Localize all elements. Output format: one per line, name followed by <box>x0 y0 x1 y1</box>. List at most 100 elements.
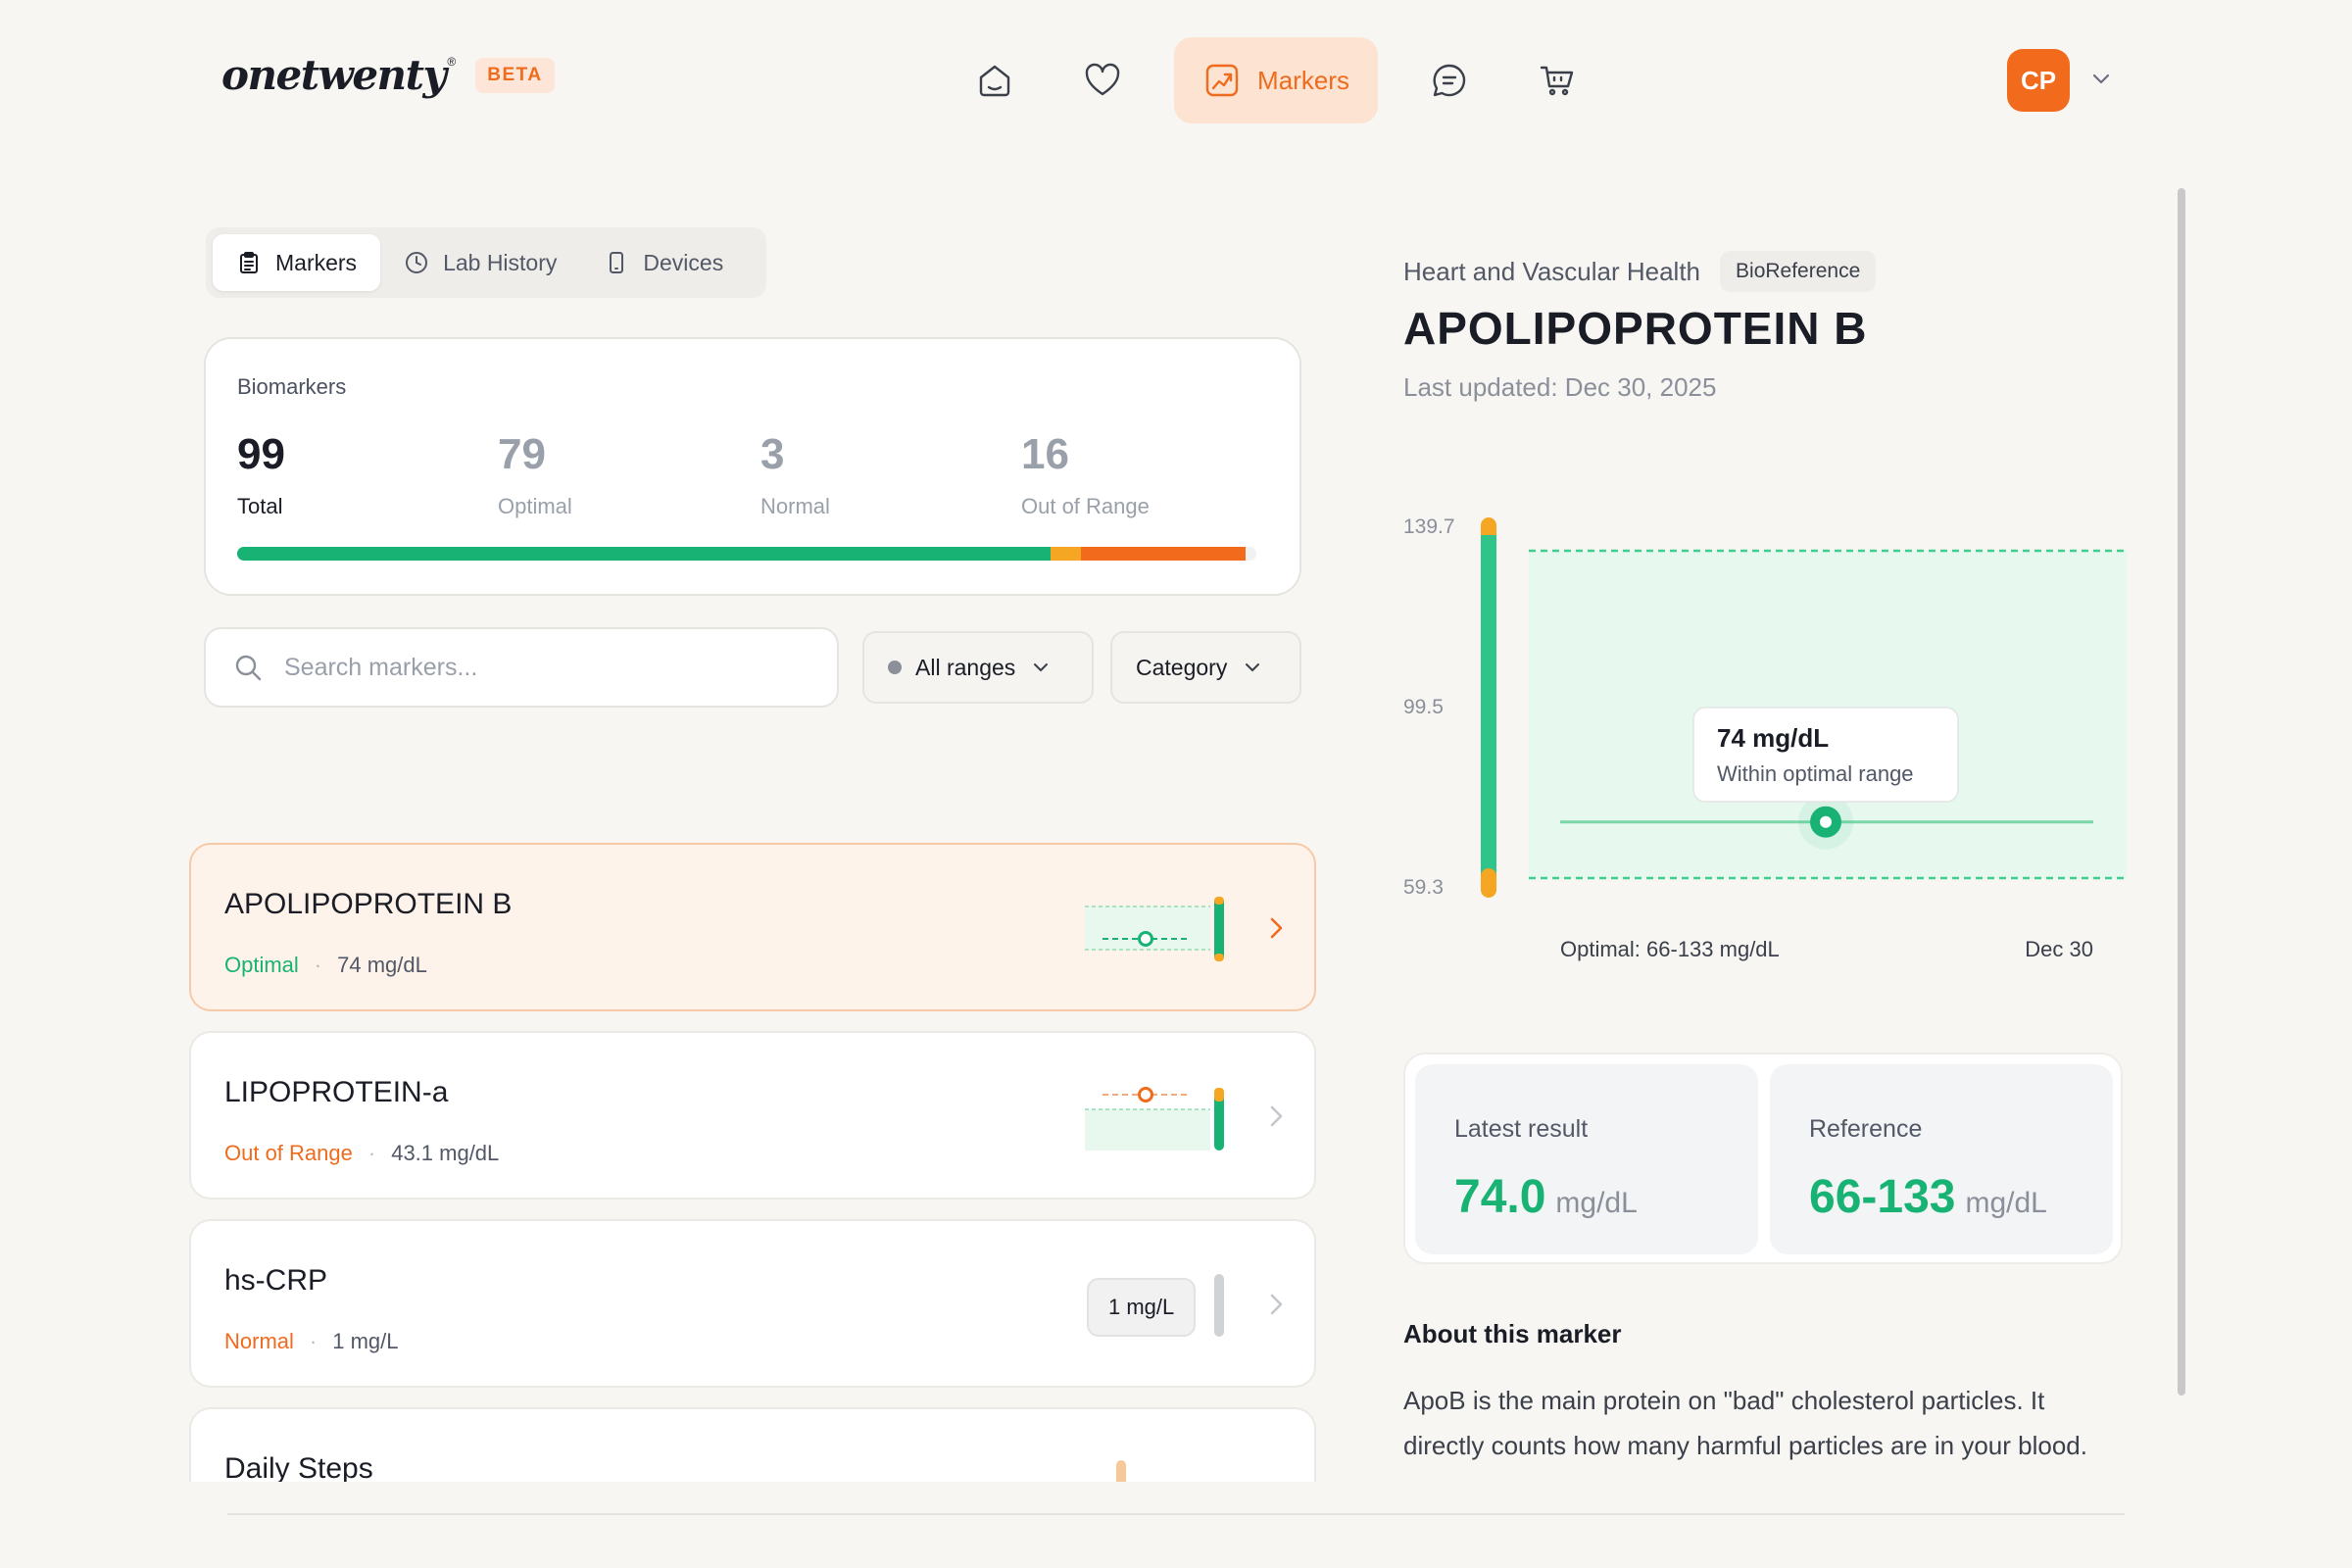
reference-label: Reference <box>1809 1115 1923 1143</box>
chevron-down-icon <box>1246 663 1260 671</box>
y-tick-label: 139.7 <box>1403 515 1455 538</box>
stat-out-of-range-label: Out of Range <box>1021 494 1150 518</box>
marker-status-line: Out of Range · 43.1 mg/dL <box>224 1141 499 1166</box>
latest-result-label: Latest result <box>1454 1115 1589 1143</box>
marker-range-bar <box>1214 1274 1224 1337</box>
lab-source-badge: BioReference <box>1720 251 1877 292</box>
chevron-right-icon <box>1270 917 1283 939</box>
category-filter-label: Category <box>1136 654 1228 680</box>
marker-name: Daily Steps <box>224 1452 373 1482</box>
marker-card-daily-steps[interactable]: Daily Steps <box>189 1407 1316 1482</box>
tab-markers-label: Markers <box>275 249 358 275</box>
marker-value: 1 mg/L <box>332 1329 399 1353</box>
range-bar-optimal <box>1481 535 1496 880</box>
marker-card-lipoprotein-a[interactable]: LIPOPROTEIN-a Out of Range · 43.1 mg/dL <box>189 1031 1316 1200</box>
marker-trend-chart: 139.7 99.5 59.3 74 mg/dL Within optimal … <box>1403 515 2127 961</box>
separator-dot: · <box>309 1329 318 1353</box>
clock-icon <box>406 252 428 273</box>
tooltip-value: 74 mg/dL <box>1717 723 1829 753</box>
marker-status-line: Normal · 1 mg/L <box>224 1329 399 1354</box>
tooltip-note: Within optimal range <box>1717 761 1914 786</box>
latest-result-box: Latest result 74.0 mg/dL <box>1415 1064 1758 1254</box>
search-input[interactable] <box>284 653 833 682</box>
marker-name: hs-CRP <box>224 1264 328 1297</box>
category-filter-dropdown[interactable]: Category <box>1110 631 1301 704</box>
chat-icon <box>1433 64 1466 97</box>
view-tabs: Markers Lab History Devices <box>206 227 766 298</box>
logo-wordmark: onetwenty <box>221 51 447 99</box>
stat-total-label: Total <box>237 494 283 518</box>
logo[interactable]: onetwenty ® BETA <box>221 51 555 99</box>
data-point-core <box>1820 815 1832 828</box>
nav-markers-label: Markers <box>1257 65 1349 95</box>
tooltip-box <box>1692 707 1959 803</box>
chevron-right-icon <box>1270 1105 1283 1127</box>
stat-normal-value: 3 <box>760 430 785 478</box>
chevron-right-icon <box>1270 1294 1283 1315</box>
scrollbar[interactable] <box>2178 188 2185 1396</box>
stat-out-of-range: 16 Out of Range <box>1021 433 1150 519</box>
marker-status: Optimal <box>224 953 299 977</box>
tab-lab-history[interactable]: Lab History <box>380 234 580 291</box>
cart-icon <box>1540 66 1574 96</box>
marker-status: Normal <box>224 1329 294 1353</box>
latest-result-unit: mg/dL <box>1555 1187 1638 1219</box>
marker-sparkline <box>1085 1087 1224 1151</box>
reference-unit: mg/dL <box>1965 1187 2047 1219</box>
latest-result-value-line: 74.0 mg/dL <box>1454 1170 1638 1224</box>
marker-value: 43.1 mg/dL <box>391 1141 500 1165</box>
stat-normal-label: Normal <box>760 494 830 518</box>
tab-devices[interactable]: Devices <box>580 234 747 291</box>
detail-category: Heart and Vascular Health <box>1403 256 1701 286</box>
stat-out-of-range-value: 16 <box>1021 430 1069 478</box>
nav-icons: Markers <box>941 37 1611 123</box>
detail-category-line: Heart and Vascular Health BioReference <box>1403 251 1877 292</box>
y-tick-label: 99.5 <box>1403 696 1444 718</box>
phone-icon <box>610 252 624 273</box>
marker-card-hs-crp[interactable]: hs-CRP Normal · 1 mg/L 1 mg/L <box>189 1219 1316 1388</box>
home-icon <box>979 65 1010 97</box>
detail-title: APOLIPOPROTEIN B <box>1403 303 1868 354</box>
nav-chat-button[interactable] <box>1404 37 1494 123</box>
range-filter-dropdown[interactable]: All ranges <box>862 631 1094 704</box>
reference-box: Reference 66-133 mg/dL <box>1770 1064 2113 1254</box>
latest-result-value: 74.0 <box>1454 1171 1546 1223</box>
tab-markers[interactable]: Markers <box>213 234 381 291</box>
clipboard-icon <box>240 252 258 273</box>
x-axis-date-label: Dec 30 <box>2025 937 2093 961</box>
reference-value-line: 66-133 mg/dL <box>1809 1170 2047 1224</box>
about-heading: About this marker <box>1403 1319 1622 1348</box>
distribution-out-of-range-segment <box>1081 547 1247 561</box>
search-box <box>204 627 839 708</box>
nav-health-button[interactable] <box>1057 37 1148 123</box>
summary-title: Biomarkers <box>237 374 347 399</box>
distribution-optimal-segment <box>237 547 1051 561</box>
marker-range-bar <box>1116 1460 1126 1482</box>
marker-card-apolipoprotein-b[interactable]: APOLIPOPROTEIN B Optimal · 74 mg/dL <box>189 843 1316 1011</box>
marker-name: LIPOPROTEIN-a <box>224 1076 449 1108</box>
distribution-normal-segment <box>1050 547 1082 561</box>
nav-home-button[interactable] <box>950 37 1040 123</box>
marker-list: APOLIPOPROTEIN B Optimal · 74 mg/dL LIPO… <box>186 838 1323 1482</box>
stat-total: 99 Total <box>237 433 285 519</box>
marker-sparkline <box>1085 897 1224 961</box>
nav-markers-button[interactable]: Markers <box>1174 37 1378 123</box>
separator-dot: · <box>368 1141 376 1165</box>
logo-registered-mark: ® <box>447 54 457 69</box>
search-icon <box>235 655 262 681</box>
range-filter-label: All ranges <box>915 654 1016 680</box>
chevron-down-icon <box>1034 663 1049 671</box>
reference-value: 66-133 <box>1809 1171 1956 1223</box>
bottom-divider <box>227 1513 2125 1515</box>
top-navigation: onetwenty ® BETA Markers CP <box>0 0 2352 162</box>
separator-dot: · <box>314 953 322 977</box>
optimal-range-caption: Optimal: 66-133 mg/dL <box>1560 937 1780 961</box>
heart-icon <box>1085 63 1120 96</box>
chevron-down-icon[interactable] <box>2087 65 2115 92</box>
distribution-bar <box>237 547 1256 561</box>
stat-total-value: 99 <box>237 430 285 478</box>
user-avatar[interactable]: CP <box>2007 49 2070 112</box>
tab-lab-history-label: Lab History <box>443 249 558 275</box>
nav-cart-button[interactable] <box>1512 37 1602 123</box>
marker-status-line: Optimal · 74 mg/dL <box>224 953 427 978</box>
